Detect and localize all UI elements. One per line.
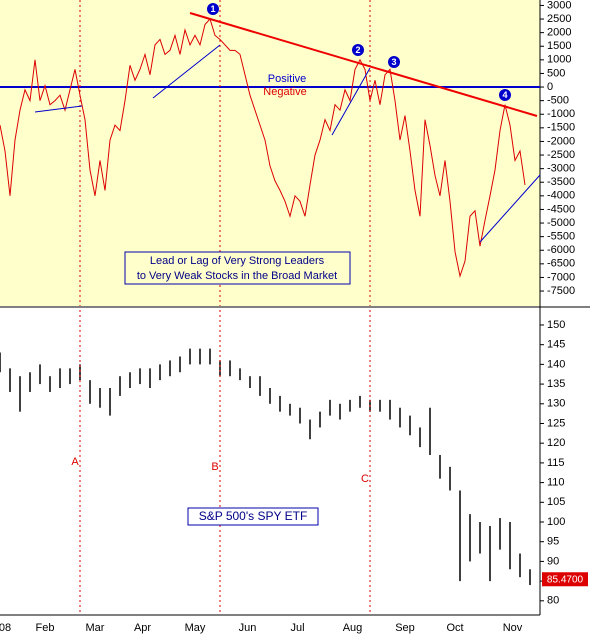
positive-label: Positive [268,73,307,85]
x-tick-label: Feb [36,622,55,634]
y-tick-label: 3000 [547,0,571,11]
annotation: to Very Weak Stocks in the Broad Market [137,270,337,282]
marker-label: 2 [355,45,360,55]
y-tick-label: 150 [547,319,565,331]
x-tick-label: Aug [343,622,363,634]
y-tick-label: 145 [547,339,565,351]
marker-label: 1 [210,4,215,14]
y-tick-label: 90 [547,555,559,567]
x-tick-label: Oct [446,622,463,634]
marker: 2 [352,44,364,56]
y-tick-label: 100 [547,516,565,528]
x-tick-label: Jul [290,622,304,634]
y-tick-label: -500 [547,95,569,107]
trend-line [34,105,83,113]
marker-label: 4 [502,90,507,100]
y-tick-label: 80 [547,595,559,607]
chart-title: S&P 500's SPY ETF [199,509,308,523]
trend-line [479,174,541,243]
y-tick-label: -7500 [547,285,575,297]
trend-line [331,67,371,136]
y-tick-label: -7000 [547,271,575,283]
y-tick-label: -6000 [547,244,575,256]
y-tick-label: -5500 [547,231,575,243]
annotation-box [124,251,351,285]
y-tick-label: -1000 [547,108,575,120]
x-tick-label: 08 [0,622,11,634]
event-label: B [211,461,218,473]
marker: 4 [499,89,511,101]
y-tick-label: 120 [547,437,565,449]
y-tick-label: 1500 [547,40,571,52]
y-tick-label: -2000 [547,135,575,147]
trend-line [152,44,221,99]
x-tick-label: Nov [503,622,523,634]
title-box [187,507,319,526]
event-label: A [71,456,79,468]
y-tick-label: -5000 [547,217,575,229]
y-tick-label: 115 [547,457,565,469]
marker: 3 [388,56,400,68]
y-tick-label: 130 [547,398,565,410]
x-tick-label: Sep [395,622,415,634]
y-tick-label: -3000 [547,163,575,175]
y-tick-label: 500 [547,67,565,79]
y-tick-label: 140 [547,358,565,370]
event-label: C [361,473,369,485]
x-tick-label: Mar [86,622,105,634]
y-tick-label: -1500 [547,122,575,134]
negative-label: Negative [263,86,306,98]
trend-line [189,12,538,117]
marker-label: 3 [391,57,396,67]
y-tick-label: 2000 [547,27,571,39]
annotation: Lead or Lag of Very Strong Leaders [150,255,325,267]
y-tick-label: -6500 [547,258,575,270]
y-tick-label: -4000 [547,190,575,202]
y-tick-label: 125 [547,417,565,429]
y-tick-label: 95 [547,536,559,548]
y-tick-label: -3500 [547,176,575,188]
x-tick-label: Jun [239,622,257,634]
y-tick-label: 135 [547,378,565,390]
y-tick-label: 105 [547,496,565,508]
oscillator-line [0,18,526,279]
marker: 1 [207,3,219,15]
y-tick-label: -4500 [547,203,575,215]
y-tick-label: -2500 [547,149,575,161]
x-tick-label: May [185,622,206,634]
y-tick-label: 1000 [547,54,571,66]
y-tick-label: 2500 [547,13,571,25]
y-tick-label: 110 [547,477,565,489]
x-tick-label: Apr [134,622,151,634]
last-value-label: 85.4700 [547,574,584,585]
y-tick-label: 0 [547,81,553,93]
last-value-box [542,572,588,587]
